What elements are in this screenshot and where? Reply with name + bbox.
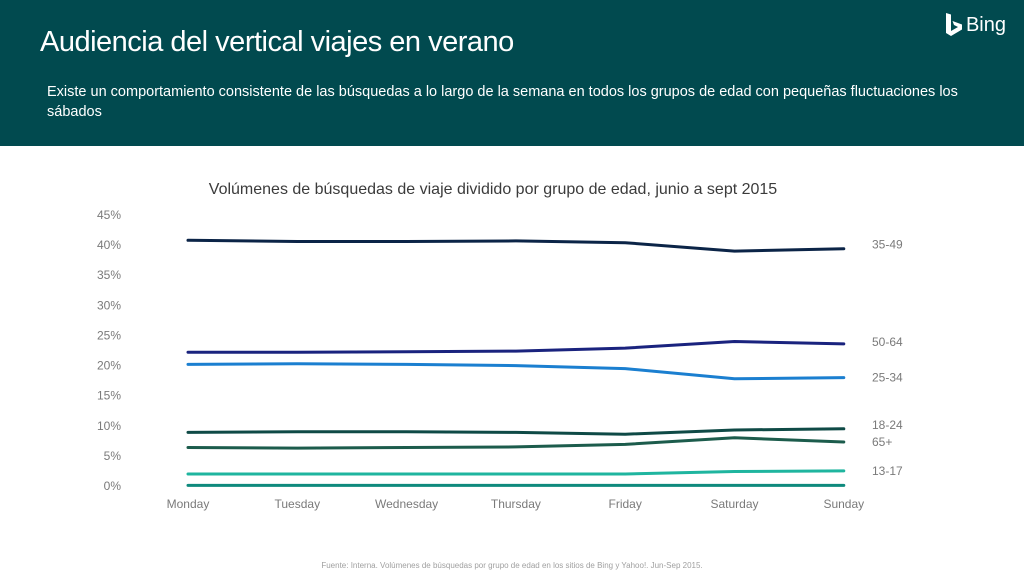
- series-label: 65+: [872, 435, 892, 449]
- page-title: Audiencia del vertical viajes en verano: [40, 26, 514, 58]
- y-tick-label: 10%: [97, 419, 121, 433]
- x-tick-label: Monday: [167, 497, 210, 511]
- series-line: [186, 436, 846, 450]
- x-tick-label: Saturday: [710, 497, 758, 511]
- y-tick-label: 40%: [97, 238, 121, 252]
- y-tick-label: 5%: [104, 449, 122, 463]
- series-label: 50-64: [872, 335, 903, 349]
- series-line: [186, 427, 846, 436]
- series-label: 25-34: [872, 371, 903, 385]
- y-tick-label: 20%: [97, 359, 121, 373]
- x-tick-label: Friday: [609, 497, 642, 511]
- y-axis: 0% 5% 10% 15% 20% 25% 30% 35% 40% 45%: [97, 208, 121, 493]
- series-labels: 35-49 50-64 25-34 18-24 65+ 13-17: [872, 238, 903, 478]
- x-axis: Monday Tuesday Wednesday Thursday Friday Satu…: [167, 497, 865, 511]
- series-line: [186, 362, 846, 381]
- series-line: [186, 238, 846, 253]
- x-tick-label: Sunday: [823, 497, 864, 511]
- header-banner: Audiencia del vertical viajes en verano …: [0, 0, 1024, 146]
- y-tick-label: 0%: [104, 479, 122, 493]
- brand-name: Bing: [965, 13, 1006, 36]
- series-line: [186, 469, 846, 476]
- series-line: [186, 340, 846, 354]
- y-tick-label: 25%: [97, 328, 121, 342]
- brand-logo: Bing: [945, 12, 1006, 38]
- series-label: 18-24: [872, 418, 903, 432]
- y-tick-label: 35%: [97, 268, 121, 282]
- source-footnote: Fuente: Interna. Volúmenes de búsquedas …: [321, 561, 703, 570]
- x-tick-label: Thursday: [491, 497, 541, 511]
- chart-area: Volúmenes de búsquedas de viaje dividido…: [0, 146, 1024, 576]
- line-chart: Volúmenes de búsquedas de viaje dividido…: [97, 181, 903, 511]
- y-tick-label: 30%: [97, 298, 121, 312]
- page-subtitle: Existe un comportamiento consistente de …: [47, 84, 958, 120]
- y-tick-label: 45%: [97, 208, 121, 222]
- x-tick-label: Tuesday: [275, 497, 321, 511]
- y-tick-label: 15%: [97, 389, 121, 403]
- series-lines: [186, 238, 846, 487]
- series-label: 13-17: [872, 464, 903, 478]
- chart-title: Volúmenes de búsquedas de viaje dividido…: [209, 181, 778, 198]
- bing-logo-icon: [945, 13, 962, 36]
- x-tick-label: Wednesday: [375, 497, 438, 511]
- series-label: 35-49: [872, 238, 903, 252]
